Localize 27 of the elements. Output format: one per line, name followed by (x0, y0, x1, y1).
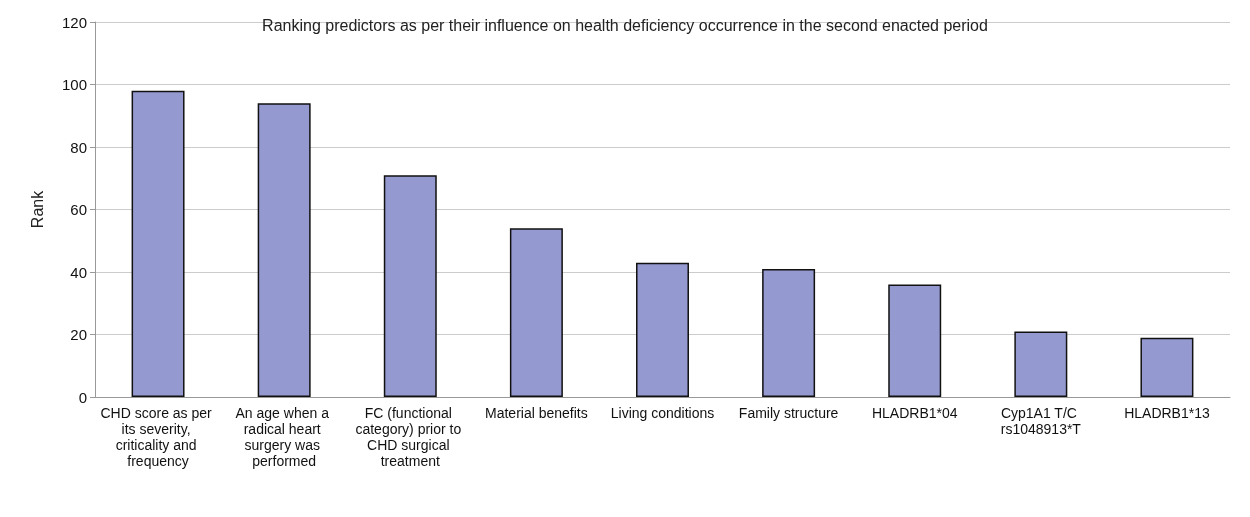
bar (509, 228, 563, 397)
x-tick-label: Material benefits (485, 405, 588, 421)
y-tick-label: 20 (70, 326, 87, 343)
x-tick-label: Cyp1A1 T/C rs1048913*T (1000, 405, 1082, 437)
bar (1140, 337, 1194, 397)
x-tick-label: FC (functional category) prior to CHD surgical treatment (355, 405, 466, 469)
bar (636, 262, 689, 397)
x-tick-label: HLADRB1*13 (1124, 405, 1210, 421)
x-tick-label: HLADRB1*04 (871, 405, 958, 421)
x-tick-label: An age when a radical heart surgery was performed (235, 405, 333, 469)
bar (888, 284, 942, 397)
chart-title: Ranking predictors as per their influence on health deficiency occurrence in the second enacted period (262, 16, 988, 34)
bar (1014, 331, 1068, 397)
y-tick-label: 80 (70, 138, 87, 156)
bar (383, 175, 437, 397)
x-tick-label: Family structure (738, 405, 839, 421)
y-axis-title: Rank (28, 189, 46, 229)
x-tick-label: Living conditions (610, 405, 715, 421)
bar (131, 90, 185, 397)
x-tick-label: CHD score as per its severity, criticality and frequency (100, 405, 216, 469)
y-tick-label: 0 (78, 388, 87, 406)
y-tick-label: 100 (61, 76, 87, 93)
y-tick-label: 120 (61, 13, 87, 31)
y-tick-label: 40 (70, 263, 87, 281)
y-tick-label: 60 (70, 201, 87, 218)
bar (257, 103, 311, 397)
bar (762, 268, 816, 397)
